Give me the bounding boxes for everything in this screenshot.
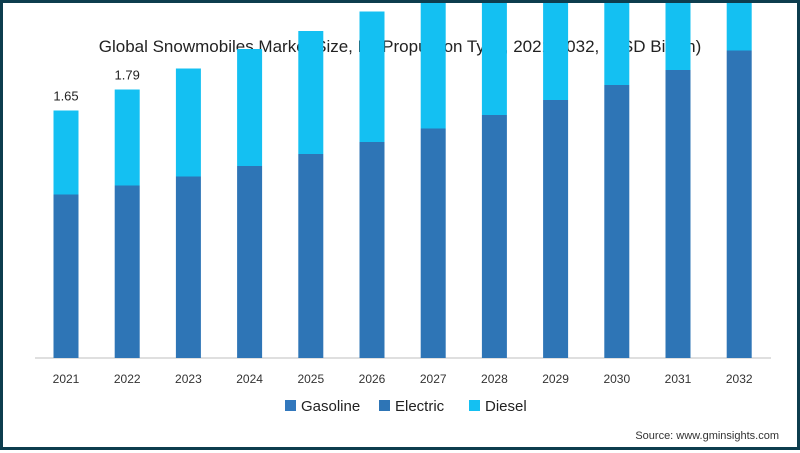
legend-swatch-diesel xyxy=(469,400,480,411)
bar-electric-2021 xyxy=(53,194,79,358)
bar-diesel-2023 xyxy=(175,68,201,177)
bar-diesel-2028 xyxy=(481,3,507,115)
bar-electric-2025 xyxy=(298,154,324,358)
bar-electric-2028 xyxy=(481,115,507,358)
bar-electric-2030 xyxy=(604,85,630,358)
bar-diesel-2029 xyxy=(543,3,569,100)
x-tick-label: 2022 xyxy=(114,372,141,386)
bar-diesel-2026 xyxy=(359,11,385,142)
x-tick-label: 2032 xyxy=(726,372,753,386)
x-tick-label: 2021 xyxy=(53,372,80,386)
chart-area: 2021 1.65 2022 1.79 2023 2024 2025 2026 2027 2028… xyxy=(35,3,771,415)
legend-swatch-electric xyxy=(379,400,390,411)
legend-label-diesel: Diesel xyxy=(485,398,527,415)
x-tick-label: 2025 xyxy=(297,372,324,386)
bar-diesel-2030 xyxy=(604,3,630,85)
bar-electric-2022 xyxy=(114,185,140,358)
bar-diesel-2031 xyxy=(665,3,691,70)
x-tick-label: 2031 xyxy=(665,372,692,386)
legend-label-gasoline: Gasoline xyxy=(301,398,360,415)
data-label-2021: 1.65 xyxy=(53,89,78,104)
bar-electric-2027 xyxy=(420,128,446,358)
bar-diesel-2021 xyxy=(53,110,79,195)
x-tick-label: 2023 xyxy=(175,372,202,386)
bar-electric-2029 xyxy=(543,100,569,358)
bar-electric-2023 xyxy=(175,176,201,358)
bar-electric-2032 xyxy=(726,50,752,358)
x-tick-label: 2030 xyxy=(603,372,630,386)
bar-diesel-2032 xyxy=(726,3,752,51)
bar-diesel-2022 xyxy=(114,89,140,186)
bar-electric-2024 xyxy=(237,166,263,358)
bar-electric-2026 xyxy=(359,142,385,358)
x-tick-label: 2024 xyxy=(236,372,263,386)
x-tick-label: 2028 xyxy=(481,372,508,386)
x-tick-label: 2027 xyxy=(420,372,447,386)
bar-diesel-2027 xyxy=(420,3,446,129)
bar-diesel-2025 xyxy=(298,31,324,154)
x-tick-label: 2029 xyxy=(542,372,569,386)
bar-diesel-2024 xyxy=(237,49,263,166)
bar-electric-2031 xyxy=(665,70,691,358)
x-tick-label: 2026 xyxy=(359,372,386,386)
source-note: Source: www.gminsights.com xyxy=(635,430,779,442)
data-label-2022: 1.79 xyxy=(115,68,140,83)
legend-label-electric: Electric xyxy=(395,398,445,415)
legend-swatch-gasoline xyxy=(285,400,296,411)
